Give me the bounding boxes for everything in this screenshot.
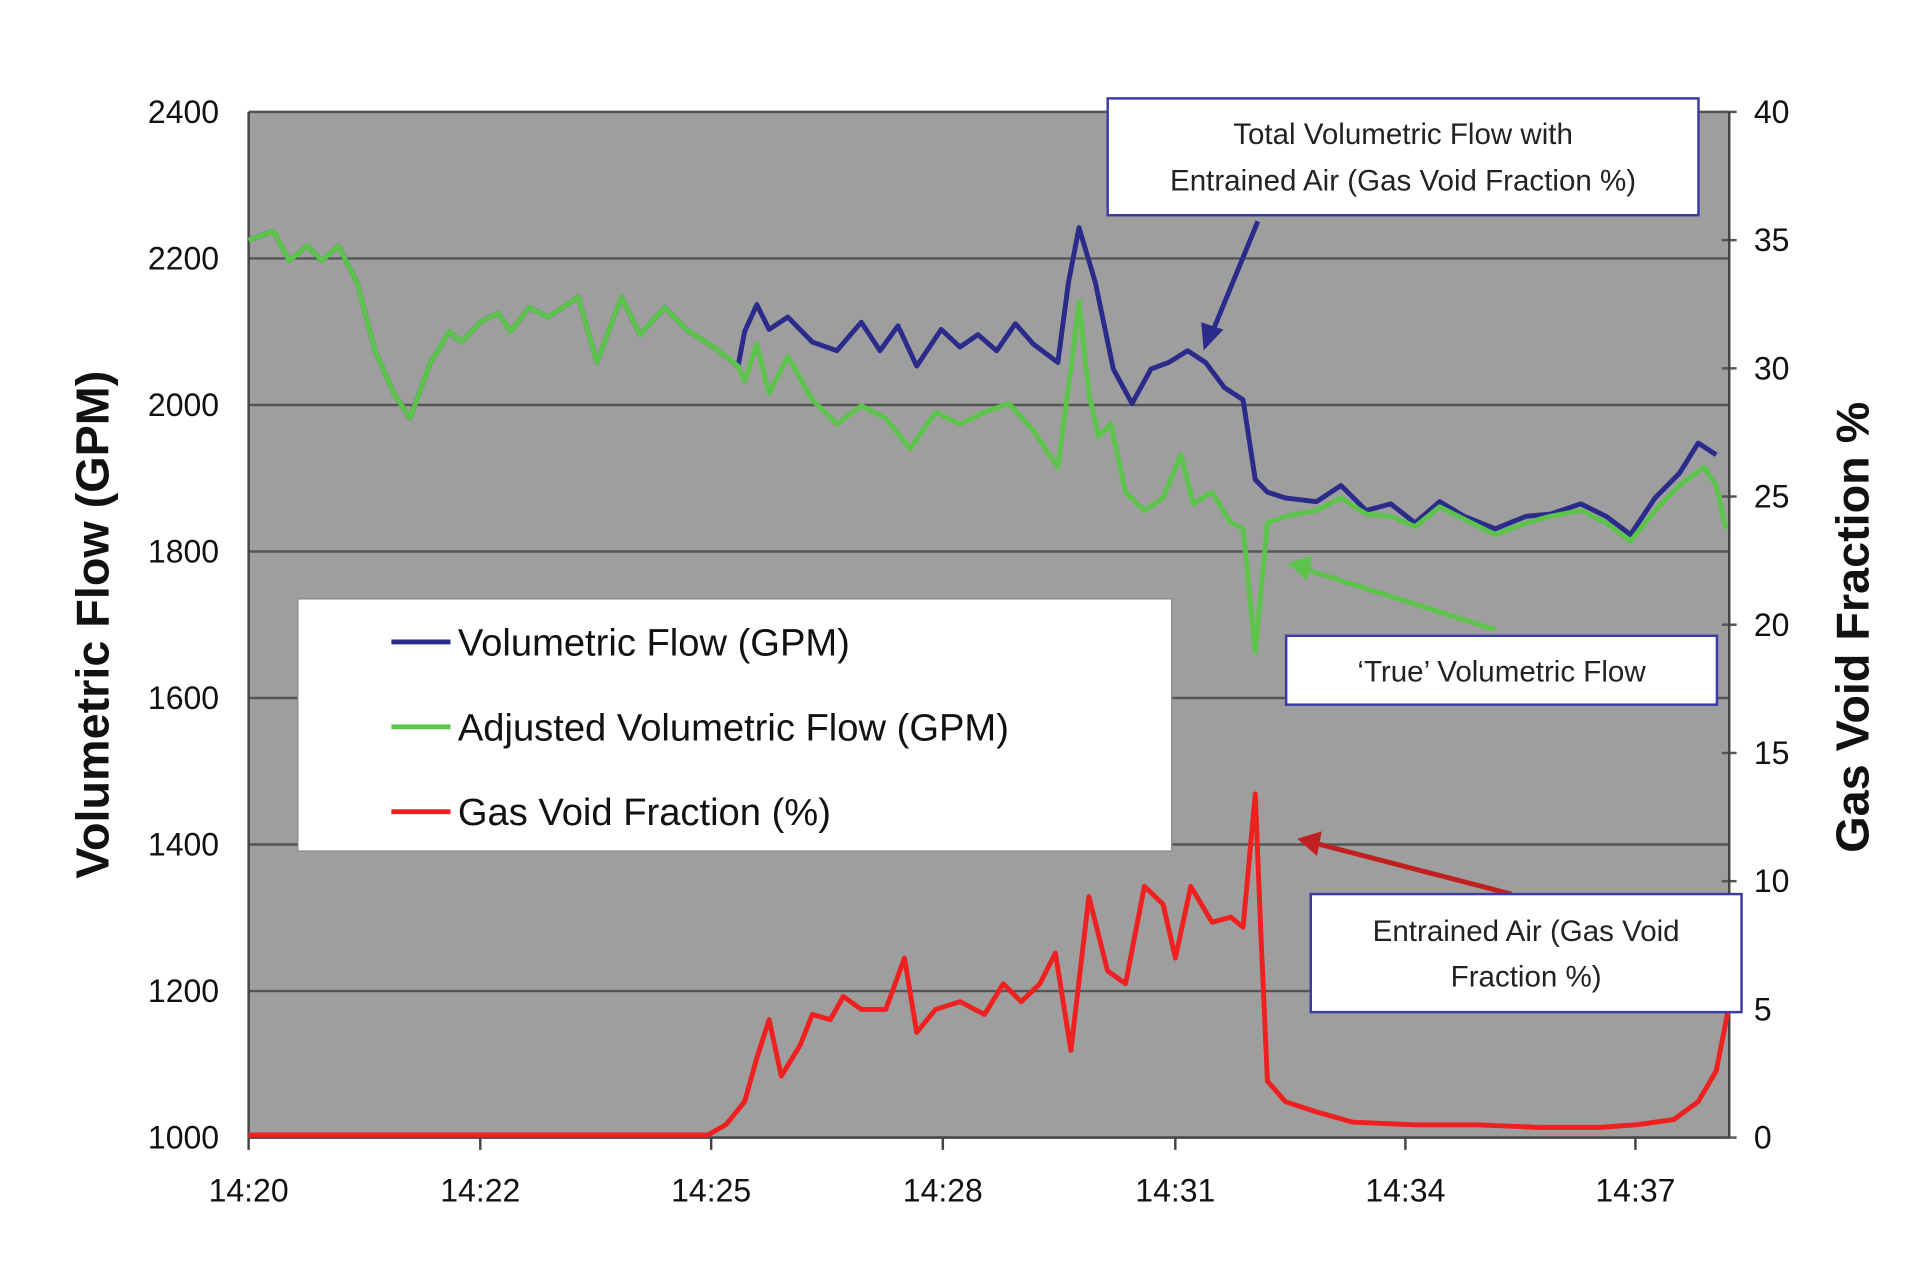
- y2-tick-label: 5: [1754, 991, 1772, 1027]
- annotation-total-flow: Total Volumetric Flow with Entrained Air…: [1106, 97, 1700, 351]
- y2-tick-label: 10: [1754, 863, 1790, 899]
- y2-tick-label: 30: [1754, 350, 1790, 386]
- legend-label-gvf: Gas Void Fraction (%): [458, 791, 831, 834]
- annotation-arrow-total-flow: [1207, 220, 1261, 340]
- x-tick-label: 14:25: [671, 1173, 751, 1209]
- y2-tick-label: 35: [1754, 222, 1790, 258]
- arrowhead-icon: [1287, 555, 1312, 581]
- legend-label-adjusted: Adjusted Volumetric Flow (GPM): [458, 706, 1009, 749]
- y-tick-label: 1600: [148, 680, 219, 716]
- annotation-text: Entrained Air (Gas Void: [1373, 915, 1680, 948]
- annotation-text: Total Volumetric Flow with: [1233, 118, 1573, 151]
- adjusted-volumetric-flow-line: [247, 228, 1729, 655]
- annotation-text: Entrained Air (Gas Void Fraction %): [1170, 165, 1636, 198]
- x-tick-label: 14:34: [1365, 1173, 1445, 1209]
- y-tick-label: 1400: [148, 827, 219, 863]
- annotation-box: [1309, 892, 1743, 1014]
- annotation-box: [1106, 97, 1700, 217]
- x-tick-label: 14:22: [440, 1173, 520, 1209]
- y2-axis-title: Gas Void Fraction %: [1826, 402, 1878, 853]
- annotation-true-flow: ‘True’ Volumetric Flow: [1284, 555, 1719, 706]
- y-axis-title: Volumetric Flow (GPM): [66, 371, 118, 879]
- y2-tick-label: 25: [1754, 479, 1790, 515]
- y-tick-label: 1200: [148, 973, 219, 1009]
- y-tick-label: 2000: [148, 387, 219, 423]
- y2-tick-label: 0: [1754, 1120, 1772, 1156]
- annotation-entrained-air: Entrained Air (Gas Void Fraction %): [1297, 831, 1743, 1014]
- y-tick-label: 1800: [148, 534, 219, 570]
- legend-label-volumetric: Volumetric Flow (GPM): [458, 622, 850, 665]
- y2-tick-label: 20: [1754, 607, 1790, 643]
- arrowhead-icon: [1297, 831, 1322, 856]
- x-tick-label: 14:20: [209, 1173, 289, 1209]
- annotation-text: ‘True’ Volumetric Flow: [1357, 655, 1646, 688]
- legend: Volumetric Flow (GPM) Adjusted Volumetri…: [297, 598, 1173, 852]
- arrowhead-icon: [1201, 322, 1224, 351]
- y-tick-label: 2400: [148, 94, 219, 130]
- annotation-arrow-true-flow: [1301, 565, 1497, 633]
- y2-tick-label: 40: [1754, 94, 1790, 130]
- y-tick-label: 1000: [148, 1120, 219, 1156]
- gas-void-fraction-line: [248, 791, 1731, 1138]
- annotation-box: [1284, 634, 1719, 706]
- x-tick-label: 14:31: [1135, 1173, 1215, 1209]
- annotation-arrow-entrained-air: [1311, 840, 1513, 897]
- x-tick-label: 14:28: [903, 1173, 983, 1209]
- x-tick-label: 14:37: [1595, 1173, 1675, 1209]
- y-tick-label: 2200: [148, 241, 219, 277]
- annotation-text: Fraction %): [1451, 960, 1602, 993]
- y2-tick-label: 15: [1754, 735, 1790, 771]
